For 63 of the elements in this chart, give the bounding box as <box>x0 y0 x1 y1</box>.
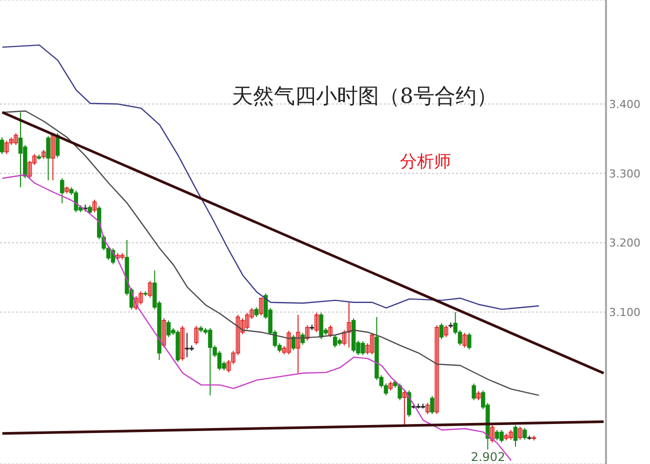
candlestick <box>231 350 236 365</box>
candlestick <box>467 332 472 350</box>
candlestick <box>138 290 143 305</box>
y-tick-label: 3.200 <box>609 236 640 250</box>
y-tick-label: 3.400 <box>609 98 640 111</box>
candlestick <box>532 435 536 441</box>
candlestick <box>518 426 522 440</box>
candlestick <box>42 149 46 160</box>
candlestick <box>245 312 250 330</box>
candlestick <box>9 136 14 146</box>
candlestick <box>4 140 9 154</box>
candlestick <box>250 307 254 320</box>
candlestick <box>444 324 448 338</box>
candlestick <box>226 359 231 373</box>
line-series <box>2 110 540 396</box>
candlestick <box>162 318 166 348</box>
candlestick <box>32 153 36 166</box>
candlestick <box>60 178 64 204</box>
candlestick <box>508 430 513 440</box>
candlestick <box>434 324 439 415</box>
candlestick <box>0 136 4 154</box>
candlestick <box>328 324 333 338</box>
candlestick <box>513 424 518 448</box>
candlestick <box>258 297 264 316</box>
candlestick <box>64 186 69 194</box>
line-series <box>2 174 512 462</box>
candlestick <box>88 204 92 215</box>
candlestick <box>476 390 481 401</box>
candlestick <box>342 330 346 346</box>
candlestick <box>46 135 50 181</box>
candlestick <box>388 380 393 391</box>
candlestick <box>286 330 291 355</box>
candlestick <box>14 132 18 146</box>
candlestick <box>430 396 434 415</box>
text: 天然气四小时图（8号合约） <box>232 83 498 110</box>
annotation: 2.902 <box>470 450 506 464</box>
candlestick <box>92 199 97 213</box>
candlestick <box>370 332 374 355</box>
candlestick <box>194 325 198 346</box>
candlestick <box>236 314 240 356</box>
candlestick <box>120 252 124 260</box>
candlestick <box>18 112 23 188</box>
candlestick <box>425 402 430 415</box>
candlestick <box>314 312 319 333</box>
annotation: 分析师 <box>400 151 451 173</box>
line-series <box>2 44 540 310</box>
candlestick <box>28 160 32 179</box>
candlestick <box>522 427 527 440</box>
candlestick <box>439 322 444 340</box>
candlestick <box>180 325 185 362</box>
y-tick-label: 3.100 <box>609 306 640 320</box>
y-tick-label: 3.300 <box>609 167 640 180</box>
candlestick <box>254 306 259 318</box>
candlestick <box>148 280 152 298</box>
candlestick <box>365 342 370 355</box>
candlestick <box>50 132 55 181</box>
candlestick <box>504 432 508 441</box>
candlestick <box>472 383 476 401</box>
candlestick <box>305 324 310 342</box>
candlestick <box>462 332 467 348</box>
candlestick <box>494 430 500 441</box>
candlestick <box>402 390 407 426</box>
candlestick <box>282 346 286 355</box>
